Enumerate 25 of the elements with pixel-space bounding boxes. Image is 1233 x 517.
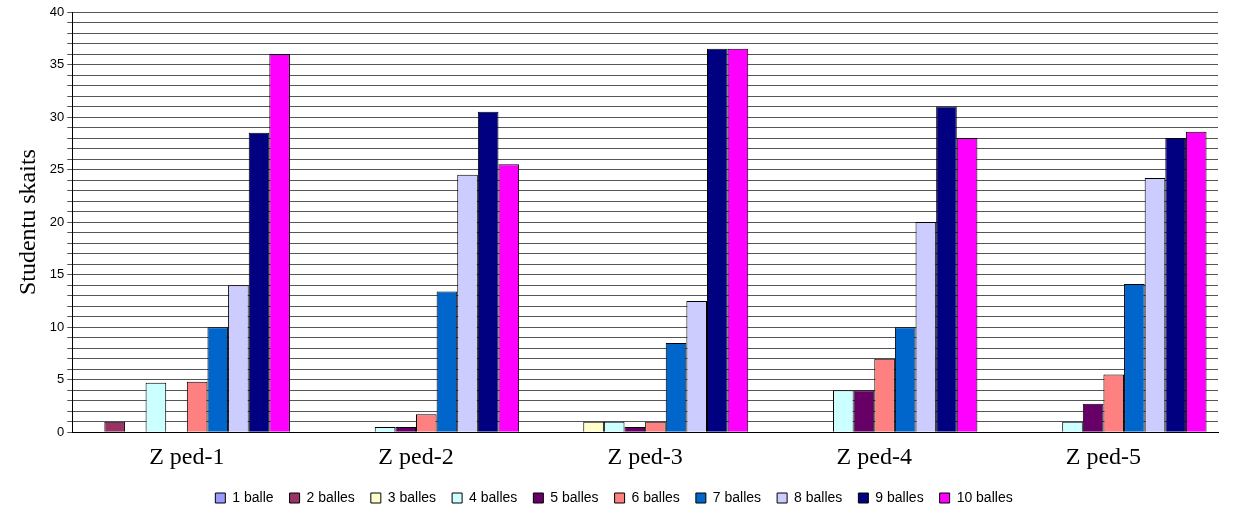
legend-label: 7 balles: [712, 488, 762, 505]
x-tick-label: Z ped-4: [836, 442, 912, 469]
legend-label: 6 balles: [631, 488, 680, 505]
legend-label: 10 balles: [956, 488, 1013, 505]
legend-label: 4 balles: [469, 488, 518, 505]
legend-label: 1 balle: [232, 488, 274, 505]
x-tick-label: Z ped-2: [378, 442, 454, 469]
y-tick-label: 15: [49, 266, 65, 282]
x-tick-label: Z ped-5: [1065, 442, 1142, 469]
legend-label: 9 balles: [875, 488, 924, 505]
y-tick-label: 25: [49, 161, 65, 177]
y-tick-label: 30: [49, 108, 65, 124]
legend-label: 3 balles: [387, 488, 437, 505]
y-tick-label: 10: [49, 318, 65, 334]
x-tick-label: Z ped-1: [149, 442, 225, 469]
legend-label: 5 balles: [550, 488, 599, 505]
y-tick-label: 20: [49, 213, 65, 229]
legend-label: 2 balles: [306, 488, 355, 505]
x-tick-label: Z ped-3: [607, 442, 683, 469]
y-tick-label: 40: [49, 3, 65, 19]
legend-label: 8 balles: [794, 488, 843, 505]
y-axis-title: Studentu skaits: [13, 149, 40, 296]
y-tick-label: 35: [49, 56, 65, 72]
y-tick-label: 5: [57, 371, 65, 387]
y-tick-label: 0: [57, 423, 65, 439]
